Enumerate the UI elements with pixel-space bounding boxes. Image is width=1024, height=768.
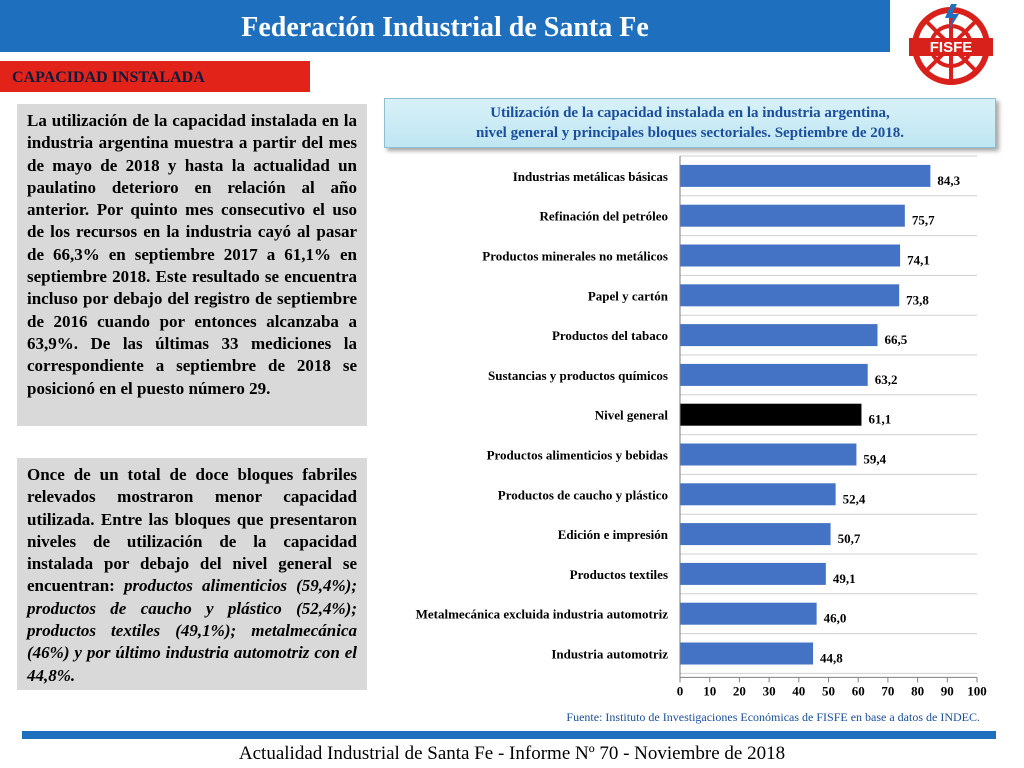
bar xyxy=(680,164,931,187)
bar xyxy=(680,204,905,227)
bar-chart: Industrias metálicas básicas 84,3 Refinaci… xyxy=(416,155,987,698)
section-tag: CAPACIDAD INSTALADA xyxy=(0,61,310,92)
data-label: 52,4 xyxy=(843,491,866,506)
data-label: 44,8 xyxy=(820,651,843,666)
bar xyxy=(680,403,862,426)
sectors-text: Once de un total de doce bloques fabrile… xyxy=(27,464,357,687)
logo-text: FISFE xyxy=(930,39,973,56)
data-label: 66,5 xyxy=(885,332,908,347)
source-note: Fuente: Instituto de Investigaciones Eco… xyxy=(566,710,980,724)
x-tick-label: 90 xyxy=(941,683,954,698)
data-label: 63,2 xyxy=(875,372,898,387)
category-label: Metalmecánica excluida industria automot… xyxy=(416,607,669,622)
x-tick-label: 70 xyxy=(881,683,894,698)
bar xyxy=(680,523,831,546)
x-tick-label: 30 xyxy=(763,683,776,698)
category-label: Industrias metálicas básicas xyxy=(513,169,668,184)
page-title: Federación Industrial de Santa Fe xyxy=(241,12,649,43)
x-tick-label: 0 xyxy=(677,683,684,698)
header-bar xyxy=(0,0,890,52)
data-label: 46,0 xyxy=(824,611,847,626)
x-tick-label: 10 xyxy=(703,683,716,698)
category-label: Edición e impresión xyxy=(558,527,669,542)
x-tick-label: 100 xyxy=(967,683,987,698)
category-label: Productos de caucho y plástico xyxy=(498,487,668,502)
bar xyxy=(680,324,878,347)
chart-title-line-2: nivel general y principales bloques sect… xyxy=(475,125,905,141)
bar xyxy=(680,642,814,665)
x-tick-label: 20 xyxy=(733,683,746,698)
category-label: Nivel general xyxy=(595,408,669,423)
bar xyxy=(680,483,836,506)
text-box-summary: La utilización de la capacidad instalada… xyxy=(17,104,367,426)
category-label: Industria automotriz xyxy=(551,647,668,662)
data-label: 50,7 xyxy=(838,531,861,546)
category-label: Refinación del petróleo xyxy=(539,209,668,224)
data-label: 59,4 xyxy=(863,452,886,467)
bar xyxy=(680,363,868,386)
chart-title-line-1: Utilización de la capacidad instalada en… xyxy=(490,105,890,121)
x-tick-label: 60 xyxy=(852,683,865,698)
sectors-text-intro: Once de un total de doce bloques fabrile… xyxy=(27,465,357,596)
fisfe-logo: FISFE xyxy=(909,4,993,85)
chart-title: Utilización de la capacidad instalada en… xyxy=(384,98,996,148)
category-label: Sustancias y productos químicos xyxy=(488,368,668,383)
data-label: 74,1 xyxy=(907,253,930,268)
category-label: Productos minerales no metálicos xyxy=(482,249,668,264)
bottom-bar xyxy=(22,731,996,739)
bar xyxy=(680,443,857,466)
bar xyxy=(680,284,900,307)
data-label: 73,8 xyxy=(906,292,929,307)
sectors-text-italic: productos alimenticios (59,4%); producto… xyxy=(27,576,357,685)
data-label: 84,3 xyxy=(937,173,960,188)
data-label: 49,1 xyxy=(833,571,856,586)
data-label: 75,7 xyxy=(912,213,935,228)
bar xyxy=(680,562,826,585)
text-box-sectors: Once de un total de doce bloques fabrile… xyxy=(17,458,367,690)
bar xyxy=(680,602,817,625)
footer: Actualidad Industrial de Santa Fe - Info… xyxy=(238,743,786,764)
category-label: Papel y cartón xyxy=(588,288,669,303)
category-label: Productos del tabaco xyxy=(552,328,668,343)
x-tick-label: 40 xyxy=(792,683,805,698)
category-label: Productos textiles xyxy=(570,567,668,582)
x-tick-label: 50 xyxy=(822,683,835,698)
data-label: 61,1 xyxy=(868,412,891,427)
category-label: Productos alimenticios y bebidas xyxy=(487,448,668,463)
summary-text: La utilización de la capacidad instalada… xyxy=(27,111,357,398)
bar xyxy=(680,244,901,267)
x-tick-label: 80 xyxy=(911,683,924,698)
